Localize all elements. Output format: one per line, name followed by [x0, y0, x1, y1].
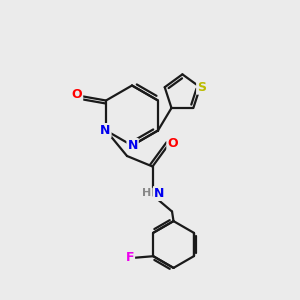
Text: S: S: [197, 81, 206, 94]
Text: O: O: [72, 88, 82, 101]
Text: F: F: [126, 251, 134, 264]
Text: O: O: [167, 137, 178, 151]
Text: N: N: [100, 124, 111, 137]
Text: H: H: [142, 188, 152, 199]
Text: N: N: [128, 139, 138, 152]
Text: N: N: [154, 187, 164, 200]
